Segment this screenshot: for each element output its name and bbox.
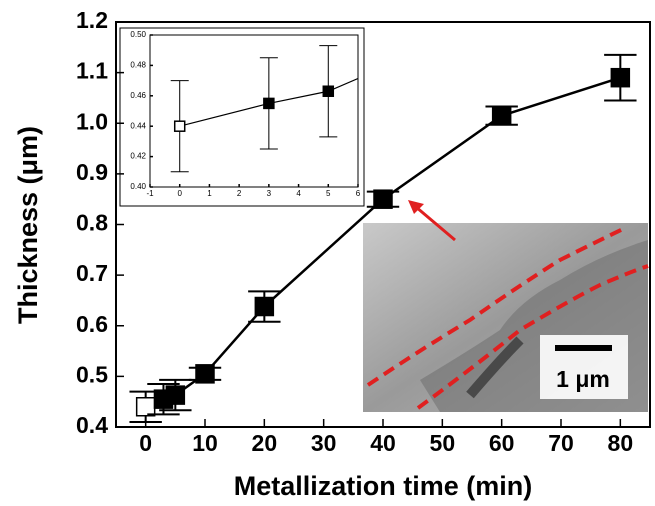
- y-tick-label: 0.4: [76, 412, 108, 438]
- y-axis-title: Thickness (μm): [13, 126, 43, 324]
- marker: [263, 97, 275, 110]
- marker: [173, 120, 186, 132]
- marker: [322, 85, 335, 97]
- x-tick-label: 1: [207, 189, 212, 198]
- y-tick-label: 0.6: [76, 311, 108, 337]
- error-bar: [468, 9, 486, 45]
- x-tick-label: 3: [267, 189, 272, 198]
- x-tick-label: 20: [252, 430, 278, 456]
- x-tick-label: 2: [237, 189, 242, 198]
- x-tick-label: 4: [296, 189, 301, 198]
- arrow: [408, 200, 456, 242]
- x-tick-label: 0: [139, 430, 152, 456]
- y-tick-label: 0.42: [130, 152, 146, 161]
- x-tick-label: 40: [370, 430, 396, 456]
- x-tick-label: 6: [356, 189, 361, 198]
- y-tick-label: 0.46: [130, 91, 146, 100]
- x-tick-label: 70: [548, 430, 574, 456]
- y-tick-label: 0.50: [130, 30, 146, 39]
- x-tick-label: 10: [192, 430, 218, 456]
- marker: [610, 67, 631, 88]
- y-tick-label: 0.9: [76, 159, 108, 185]
- y-tick-label: 0.48: [130, 61, 146, 70]
- marker: [373, 189, 393, 209]
- y-tick-label: 0.40: [130, 182, 146, 191]
- inset-plot: [170, 9, 486, 173]
- x-tick-label: 80: [608, 430, 634, 456]
- y-tick-label: 0.5: [76, 361, 108, 387]
- x-tick-label: 5: [326, 189, 331, 198]
- x-tick-label: -1: [146, 189, 154, 198]
- x-tick-label: 0: [177, 189, 182, 198]
- inset-frame: [149, 34, 359, 188]
- y-tick-label: 0.7: [76, 260, 108, 286]
- x-tick-label: 60: [489, 430, 515, 456]
- y-tick-label: 0.8: [76, 210, 108, 236]
- marker: [254, 296, 275, 317]
- inset-box: [119, 27, 365, 207]
- y-tick-label: 1.1: [76, 58, 108, 84]
- marker: [195, 364, 215, 384]
- y-tick-label: 1.0: [76, 108, 108, 134]
- x-tick-label: 50: [430, 430, 456, 456]
- sem-image: 1 μm: [363, 223, 649, 412]
- data-line: [179, 77, 358, 127]
- x-axis-title: Metallization time (min): [234, 471, 533, 501]
- scale-bar-label: 1 μm: [556, 366, 610, 392]
- marker: [135, 397, 156, 417]
- marker: [165, 385, 186, 405]
- marker: [491, 105, 512, 126]
- x-tick-label: 30: [311, 430, 337, 456]
- marker: [472, 22, 482, 32]
- y-tick-label: 1.2: [76, 7, 108, 33]
- y-tick-label: 0.44: [130, 121, 146, 130]
